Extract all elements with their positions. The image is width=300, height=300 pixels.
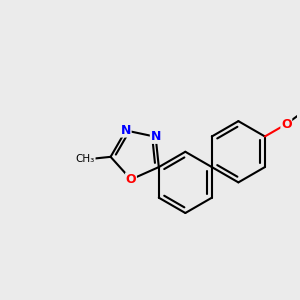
Text: O: O	[281, 118, 292, 130]
Text: N: N	[150, 130, 161, 143]
Text: N: N	[121, 124, 131, 137]
Text: CH₃: CH₃	[76, 154, 95, 164]
Text: O: O	[126, 173, 136, 186]
